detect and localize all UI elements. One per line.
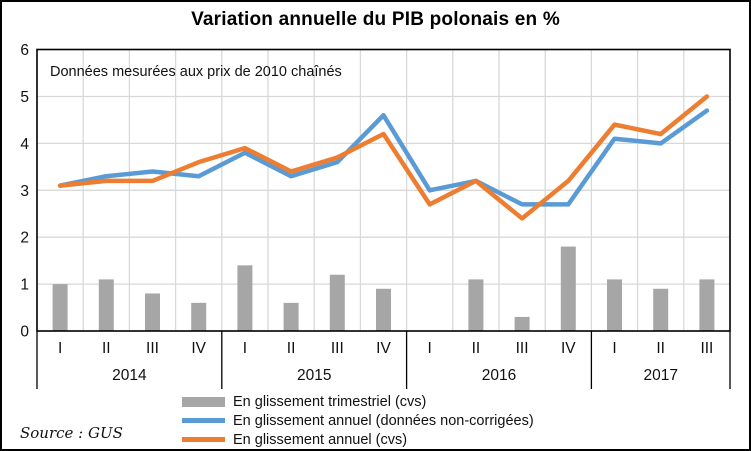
x-axis-quarter-label: I: [428, 340, 432, 357]
bar: [237, 265, 253, 331]
y-axis-tick-label: 1: [20, 277, 29, 294]
x-axis-quarter-label: III: [146, 340, 159, 357]
blue-line-swatch-icon: [182, 418, 225, 423]
chart-legend: En glissement trimestriel (cvs) En gliss…: [182, 392, 534, 449]
bar: [329, 274, 345, 331]
x-axis-quarter-label: II: [472, 340, 481, 357]
y-axis-tick-label: 6: [20, 42, 29, 59]
bar: [514, 316, 530, 331]
x-axis-quarter-label: IV: [191, 340, 206, 357]
legend-label: En glissement trimestriel (cvs): [233, 393, 427, 410]
bar-swatch-icon: [182, 396, 225, 407]
bar: [607, 279, 622, 331]
bar: [283, 302, 299, 331]
bar: [560, 246, 576, 331]
bar: [376, 288, 391, 331]
x-axis-quarter-label: III: [516, 340, 529, 357]
plot-border: [36, 48, 731, 332]
y-axis-tick-label: 5: [20, 89, 29, 106]
bar: [468, 279, 484, 331]
x-axis-quarter-label: III: [331, 340, 344, 357]
legend-item-trimestriel: En glissement trimestriel (cvs): [182, 392, 534, 411]
bar: [52, 284, 68, 331]
x-axis-quarter-label: IV: [561, 340, 576, 357]
y-axis-tick-label: 3: [20, 183, 29, 200]
x-axis-year-label: 2016: [482, 367, 516, 384]
legend-item-annuel-cvs: En glissement annuel (cvs): [182, 430, 534, 449]
x-axis-quarter-label: I: [612, 340, 616, 357]
legend-item-annuel-nsa: En glissement annuel (données non-corrig…: [182, 411, 534, 430]
y-axis-tick-label: 0: [20, 324, 29, 341]
x-axis-quarter-label: II: [656, 340, 665, 357]
bar: [145, 293, 160, 331]
bar: [699, 279, 715, 331]
x-axis-year-label: 2014: [112, 367, 147, 384]
legend-label: En glissement annuel (données non-corrig…: [233, 412, 534, 429]
chart-title: Variation annuelle du PIB polonais en %: [191, 9, 560, 30]
x-axis-quarter-label: I: [243, 340, 247, 357]
line-annuel-cvs: [57, 94, 710, 221]
x-axis-quarter-label: I: [58, 340, 62, 357]
x-axis-year-label: 2017: [643, 367, 677, 384]
source-caption: Source : GUS: [20, 424, 123, 442]
bar: [191, 302, 207, 331]
x-axis-quarter-label: IV: [376, 340, 391, 357]
legend-label: En glissement annuel (cvs): [233, 431, 408, 448]
x-axis-year-label: 2015: [297, 367, 331, 384]
x-axis-quarter-label: III: [700, 340, 713, 357]
y-axis-tick-label: 2: [20, 230, 29, 247]
bar: [653, 288, 669, 331]
chart-annotation: Données mesurées aux prix de 2010 chaîné…: [50, 64, 342, 80]
x-axis-quarter-label: II: [102, 340, 111, 357]
x-axis-quarter-label: II: [287, 340, 296, 357]
y-axis-tick-label: 4: [20, 136, 29, 153]
orange-line-swatch-icon: [182, 437, 225, 442]
bar: [98, 279, 114, 331]
